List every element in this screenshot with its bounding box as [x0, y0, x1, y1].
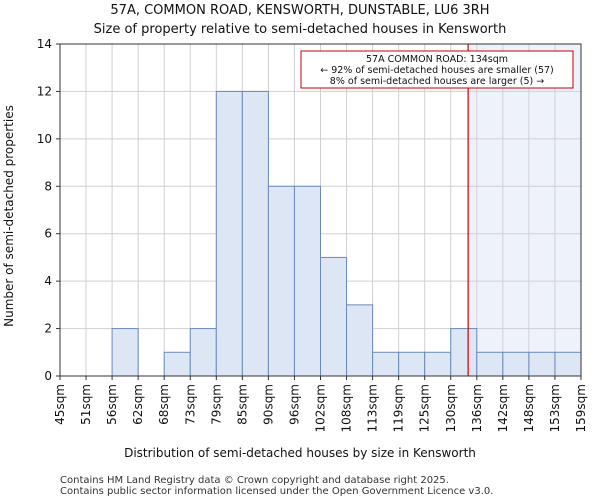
- histogram-bar: [163, 351, 191, 377]
- y-axis-label: Number of semi-detached properties: [2, 105, 16, 327]
- y-tick-label: 12: [37, 84, 52, 98]
- histogram-bar: [528, 351, 556, 377]
- x-tick-label: 79sqm: [209, 384, 223, 425]
- y-axis-ticks: 0 2 4 6 8 10 12 14: [37, 37, 60, 383]
- histogram-bar: [215, 90, 243, 377]
- x-tick-label: 62sqm: [131, 384, 145, 425]
- y-tick-label: 6: [44, 227, 52, 241]
- annotation-line-3: 8% of semi-detached houses are larger (5…: [330, 76, 544, 87]
- x-axis-label: Distribution of semi-detached houses by …: [124, 446, 476, 460]
- chart-title: 57A, COMMON ROAD, KENSWORTH, DUNSTABLE, …: [110, 3, 489, 18]
- footer-line-2: Contains public sector information licen…: [60, 486, 493, 497]
- y-tick-label: 14: [37, 37, 52, 51]
- x-tick-label: 108sqm: [340, 384, 354, 432]
- y-tick-label: 4: [44, 274, 52, 288]
- x-tick-label: 56sqm: [105, 384, 119, 425]
- x-tick-label: 68sqm: [157, 384, 171, 425]
- x-tick-label: 130sqm: [444, 384, 458, 432]
- histogram-bar: [111, 328, 139, 377]
- histogram-bar: [372, 351, 400, 377]
- histogram-bar: [293, 185, 322, 377]
- histogram-bar: [346, 304, 374, 377]
- x-tick-label: 96sqm: [287, 384, 301, 425]
- y-tick-label: 0: [44, 369, 52, 383]
- x-tick-label: 153sqm: [548, 384, 562, 432]
- histogram-bar: [241, 90, 269, 377]
- x-tick-label: 136sqm: [470, 384, 484, 432]
- x-tick-label: 119sqm: [392, 384, 406, 432]
- y-tick-label: 10: [37, 132, 52, 146]
- histogram-bar: [398, 351, 426, 377]
- larger-properties-region: [468, 44, 581, 376]
- annotation-line-1: 57A COMMON ROAD: 134sqm: [366, 54, 508, 65]
- x-tick-label: 45sqm: [53, 384, 67, 425]
- y-tick-label: 2: [44, 322, 52, 336]
- x-tick-label: 159sqm: [574, 384, 588, 432]
- annotation-line-2: ← 92% of semi-detached houses are smalle…: [320, 65, 554, 76]
- x-tick-label: 142sqm: [496, 384, 510, 432]
- x-tick-label: 90sqm: [261, 384, 275, 425]
- x-tick-label: 113sqm: [366, 384, 380, 432]
- histogram-bar: [476, 351, 504, 377]
- highlight-layer: [468, 44, 581, 376]
- histogram-bar: [450, 328, 478, 377]
- bars-layer: [111, 90, 582, 377]
- x-tick-label: 73sqm: [183, 384, 197, 425]
- y-tick-label: 8: [44, 179, 52, 193]
- x-tick-label: 85sqm: [235, 384, 249, 425]
- x-tick-label: 102sqm: [314, 384, 328, 432]
- histogram-bar: [424, 351, 452, 377]
- annotation-box-frame: [300, 50, 574, 89]
- annotation-box: 57A COMMON ROAD: 134sqm ← 92% of semi-de…: [300, 50, 574, 89]
- x-axis-ticks: 45sqm 51sqm 56sqm 62sqm 68sqm 73sqm 79sqm 85sqm…: [53, 376, 588, 432]
- histogram-bar: [554, 351, 582, 377]
- x-tick-label: 125sqm: [418, 384, 432, 432]
- histogram-bar: [267, 185, 295, 377]
- x-tick-label: 51sqm: [79, 384, 93, 425]
- histogram-bar: [320, 256, 348, 377]
- histogram-bar: [502, 351, 530, 377]
- footer-line-1: Contains HM Land Registry data © Crown c…: [60, 475, 449, 486]
- chart-subtitle: Size of property relative to semi-detach…: [94, 22, 507, 37]
- histogram-bar: [189, 328, 217, 377]
- x-tick-label: 148sqm: [522, 384, 536, 432]
